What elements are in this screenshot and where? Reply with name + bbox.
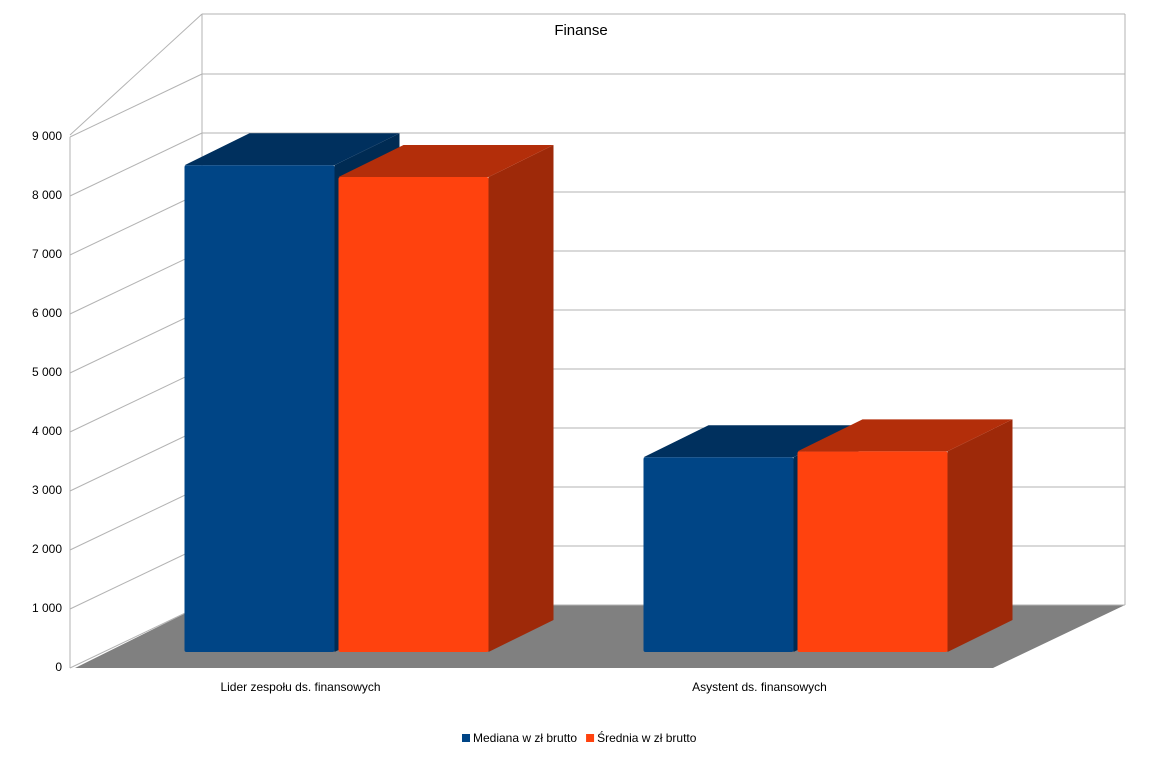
y-tick-label: 0	[55, 660, 62, 674]
legend-swatch	[462, 734, 470, 742]
grid-line	[69, 486, 203, 551]
grid-line	[69, 604, 203, 669]
bar-side	[488, 145, 554, 653]
grid-line	[69, 191, 203, 256]
grid-line	[69, 132, 203, 197]
y-tick-label: 8 000	[32, 188, 62, 202]
grid-line	[69, 368, 203, 433]
x-tick-label: Lider zespołu ds. finansowych	[220, 680, 380, 694]
y-tick-label: 7 000	[32, 247, 62, 261]
y-tick-label: 3 000	[32, 483, 62, 497]
grid-line	[69, 545, 203, 610]
legend: Mediana w zł brutto Średnia w zł brutto	[462, 730, 697, 745]
y-tick-label: 4 000	[32, 424, 62, 438]
bar-top	[184, 133, 400, 166]
bar-top	[797, 419, 1013, 452]
legend-label: Średnia w zł brutto	[597, 730, 697, 745]
y-tick-label: 5 000	[32, 365, 62, 379]
legend-swatch	[586, 734, 595, 742]
wall-edge	[69, 13, 203, 136]
bar	[338, 177, 489, 653]
grid-line	[69, 250, 203, 315]
bar-top	[338, 145, 554, 178]
y-tick-label: 2 000	[32, 542, 62, 556]
x-tick-label: Asystent ds. finansowych	[692, 680, 827, 694]
grid-line	[69, 309, 203, 374]
chart-title: Finanse	[554, 22, 607, 39]
y-tick-label: 9 000	[32, 129, 62, 143]
legend-label: Mediana w zł brutto	[473, 731, 577, 745]
bar-side	[947, 419, 1013, 652]
y-tick-label: 1 000	[32, 601, 62, 615]
bar	[643, 457, 794, 652]
y-tick-label: 6 000	[32, 306, 62, 320]
grid-line	[69, 427, 203, 492]
grid-line	[69, 73, 203, 138]
bar	[797, 451, 948, 652]
bar	[184, 165, 335, 652]
